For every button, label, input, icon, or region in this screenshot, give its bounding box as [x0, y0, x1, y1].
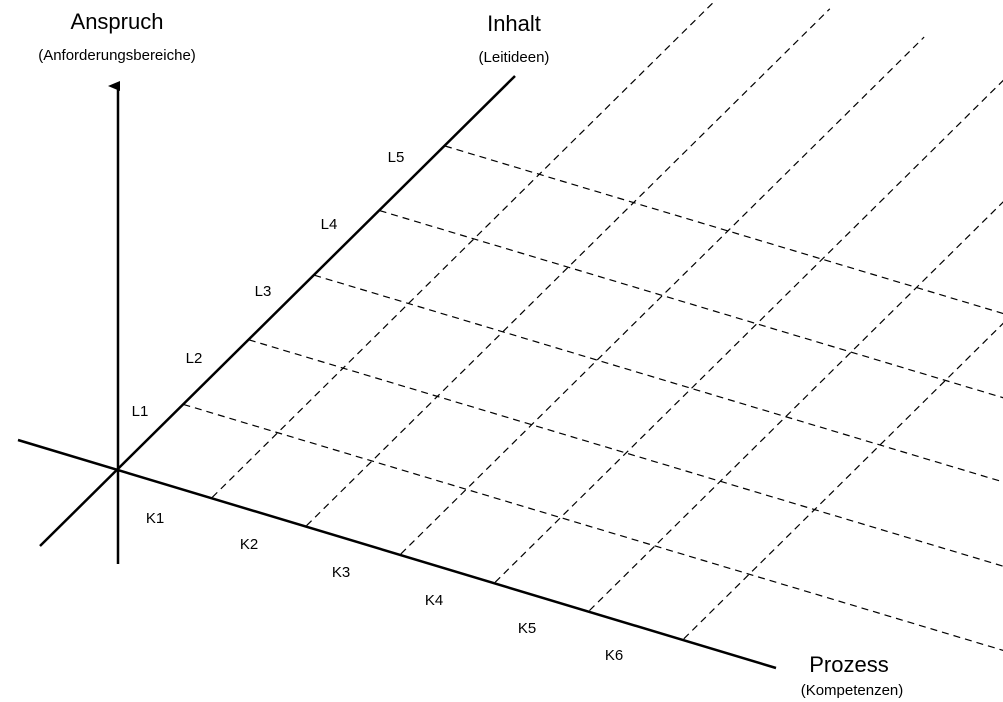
inhalt-level-label-l5: L5: [388, 149, 405, 166]
grid-line-k6: [683, 322, 1003, 640]
prozess-level-label-k4: K4: [425, 592, 443, 609]
grid-line-l5: [444, 145, 1003, 315]
grid-line-l4: [379, 210, 1003, 399]
inhalt-level-label-l4: L4: [321, 216, 338, 233]
prozess-level-label-k2: K2: [240, 536, 258, 553]
inhalt-axis-subtitle: (Leitideen): [479, 49, 550, 66]
inhalt-axis: [39, 75, 516, 547]
grid-line-l1: [183, 403, 1003, 651]
anspruch-axis-title: Anspruch: [71, 9, 164, 34]
prozess-axis-title: Prozess: [809, 652, 888, 677]
prozess-axis-subtitle: (Kompetenzen): [801, 682, 904, 699]
prozess-level-label-k5: K5: [518, 620, 536, 637]
prozess-axis: [17, 438, 777, 670]
inhalt-level-label-l1: L1: [132, 403, 149, 420]
prozess-level-label-k6: K6: [605, 647, 623, 664]
grid-line-k5: [589, 201, 1003, 611]
grid-line-l2: [248, 339, 1003, 567]
grid-line-k4: [494, 79, 1003, 583]
prozess-level-label-k3: K3: [332, 564, 350, 581]
anspruch-axis-subtitle: (Anforderungsbereiche): [38, 47, 196, 64]
inhalt-axis-title: Inhalt: [487, 11, 541, 36]
dashed-grid: [183, 0, 1003, 651]
inhalt-level-label-l3: L3: [255, 283, 272, 300]
grid-line-k1: [211, 0, 717, 498]
grid-line-k3: [400, 36, 925, 555]
grid-line-k2: [306, 8, 831, 527]
prozess-level-label-k1: K1: [146, 510, 164, 527]
inhalt-level-label-l2: L2: [186, 350, 203, 367]
grid-line-l3: [314, 274, 1003, 483]
